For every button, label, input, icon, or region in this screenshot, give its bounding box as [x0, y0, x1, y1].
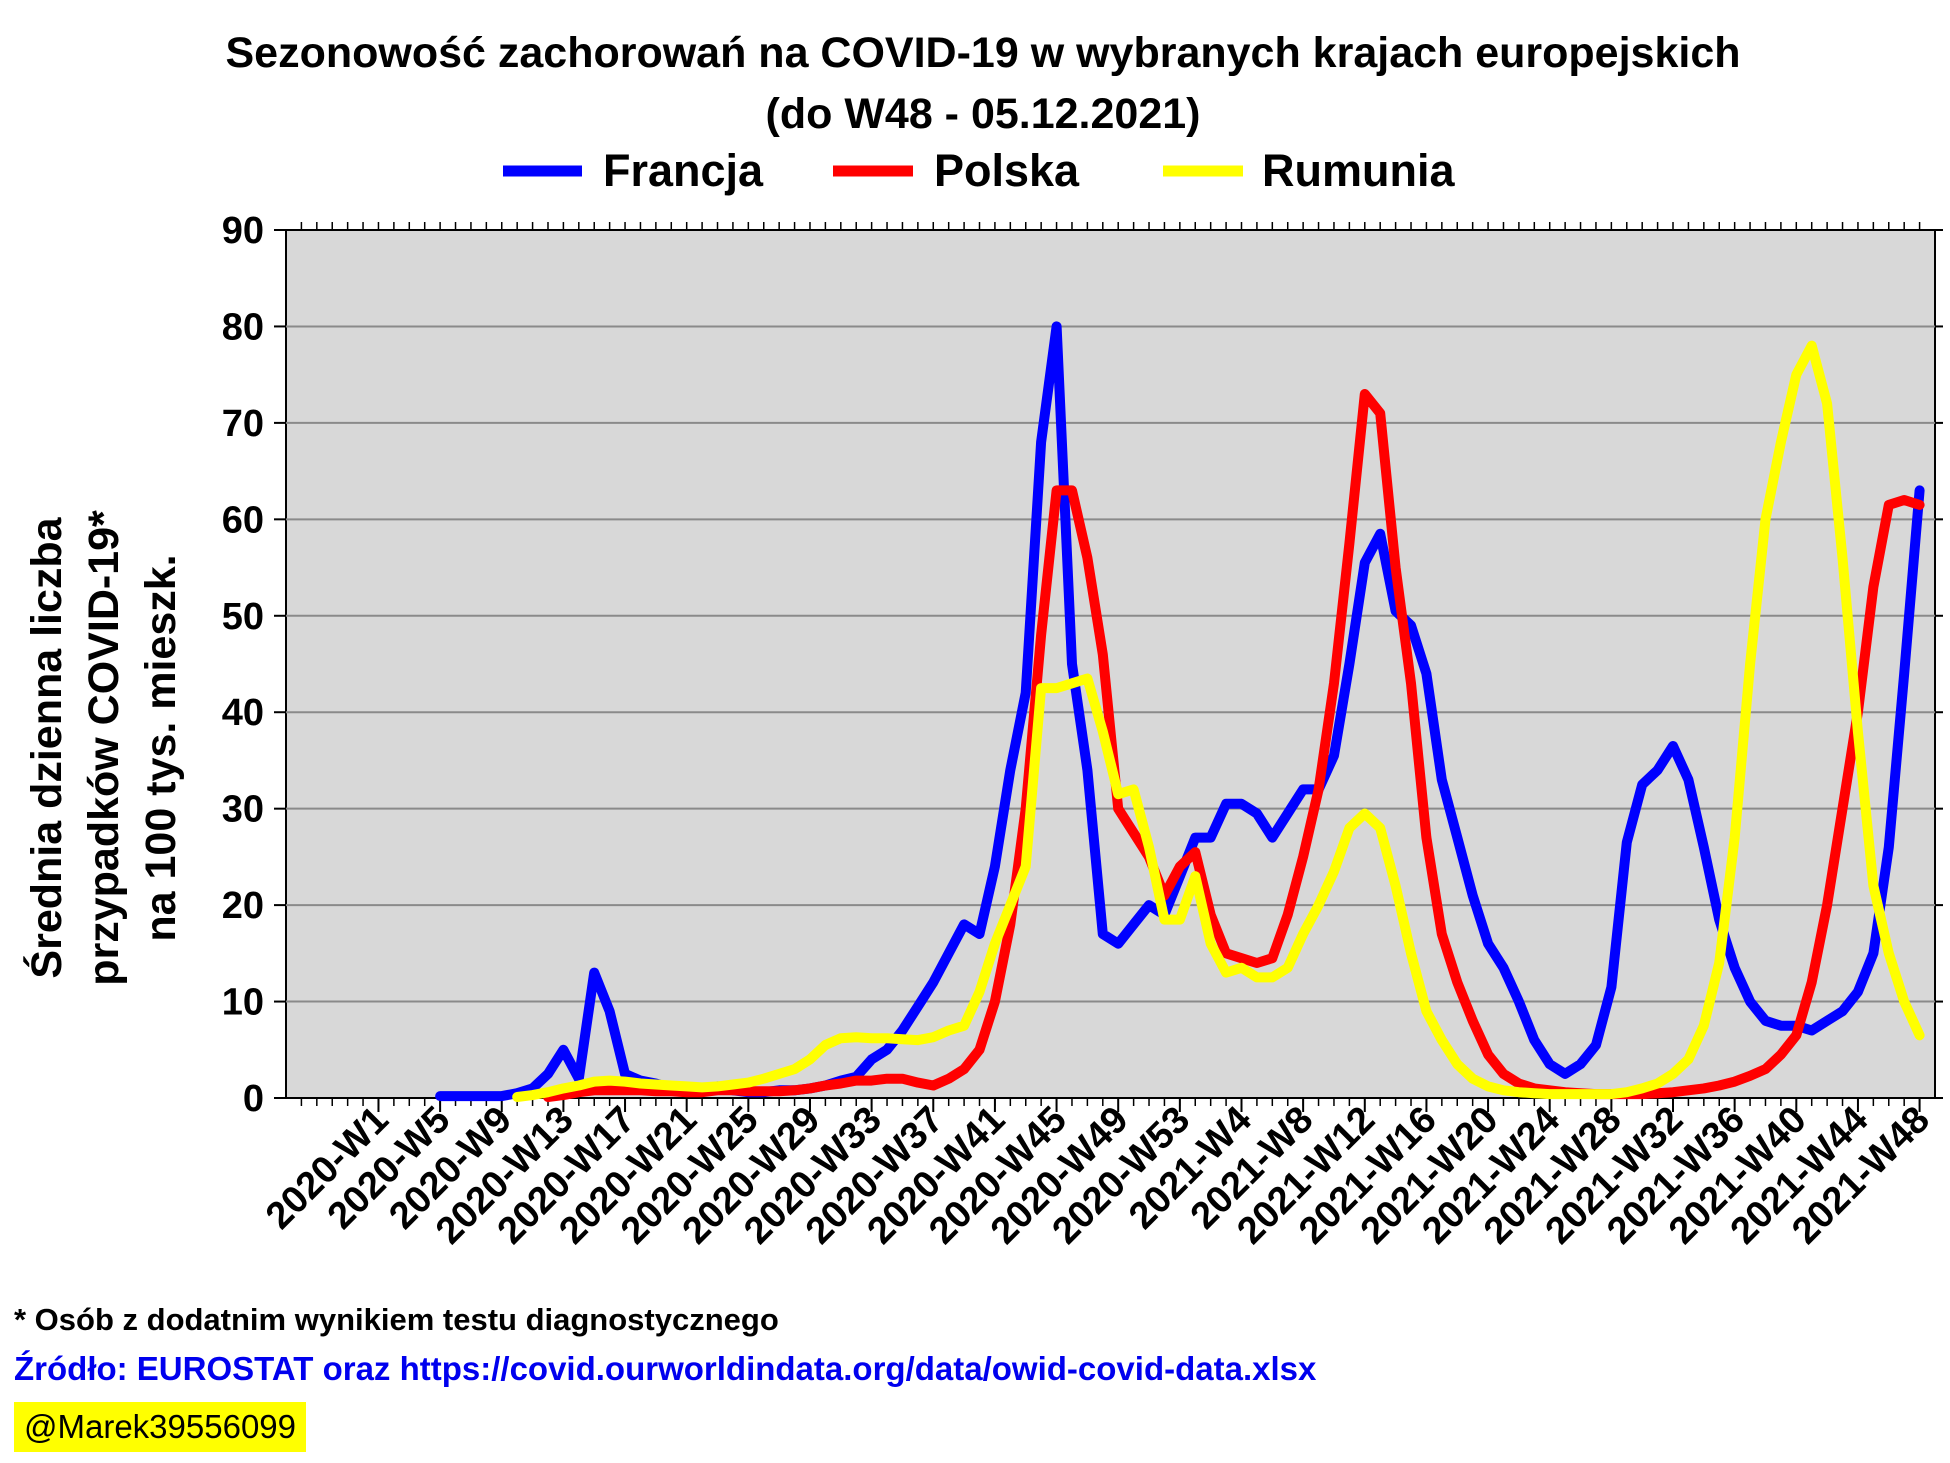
- y-tick-label: 70: [222, 403, 264, 445]
- y-tick-label: 30: [222, 789, 264, 831]
- y-tick-label: 10: [222, 982, 264, 1024]
- legend-label-francja: Francja: [603, 145, 764, 196]
- y-tick-label: 90: [222, 210, 264, 252]
- y-axis-label-2: przypadków COVID-19*: [80, 510, 128, 986]
- y-axis-label-line1: Średnia dzienna liczba: [22, 516, 71, 978]
- plot-area: 01020304050607080902020-W12020-W52020-W9…: [222, 210, 1943, 1252]
- y-tick-label: 20: [222, 885, 264, 927]
- y-tick-label: 0: [243, 1078, 264, 1120]
- legend-label-rumunia: Rumunia: [1262, 145, 1455, 196]
- y-axis-label-line2: przypadków COVID-19*: [80, 510, 128, 986]
- y-axis-label-3: na 100 tys. mieszk.: [137, 554, 185, 941]
- footnote: * Osób z dodatnim wynikiem testu diagnos…: [14, 1302, 779, 1337]
- legend: Francja Polska Rumunia: [503, 145, 1455, 196]
- y-tick-label: 60: [222, 499, 264, 541]
- y-axis-label: Średnia dzienna liczba: [22, 516, 71, 978]
- plot-background: [285, 229, 1936, 1099]
- legend-label-polska: Polska: [934, 145, 1080, 196]
- y-tick-label: 80: [222, 306, 264, 348]
- y-axis-label-line3: na 100 tys. mieszk.: [137, 554, 185, 941]
- series-line-polska: [543, 389, 1925, 1102]
- author-handle: @Marek39556099: [14, 1402, 307, 1452]
- source-note: Źródło: EUROSTAT oraz https://covid.ourw…: [14, 1350, 1317, 1387]
- y-tick-label: 50: [222, 596, 264, 638]
- chart-title-line2: (do W48 - 05.12.2021): [766, 90, 1201, 138]
- y-tick-label: 40: [222, 692, 264, 734]
- series-line-rumunia: [512, 340, 1925, 1102]
- chart-title-line1: Sezonowość zachorowań na COVID-19 w wybr…: [225, 29, 1740, 77]
